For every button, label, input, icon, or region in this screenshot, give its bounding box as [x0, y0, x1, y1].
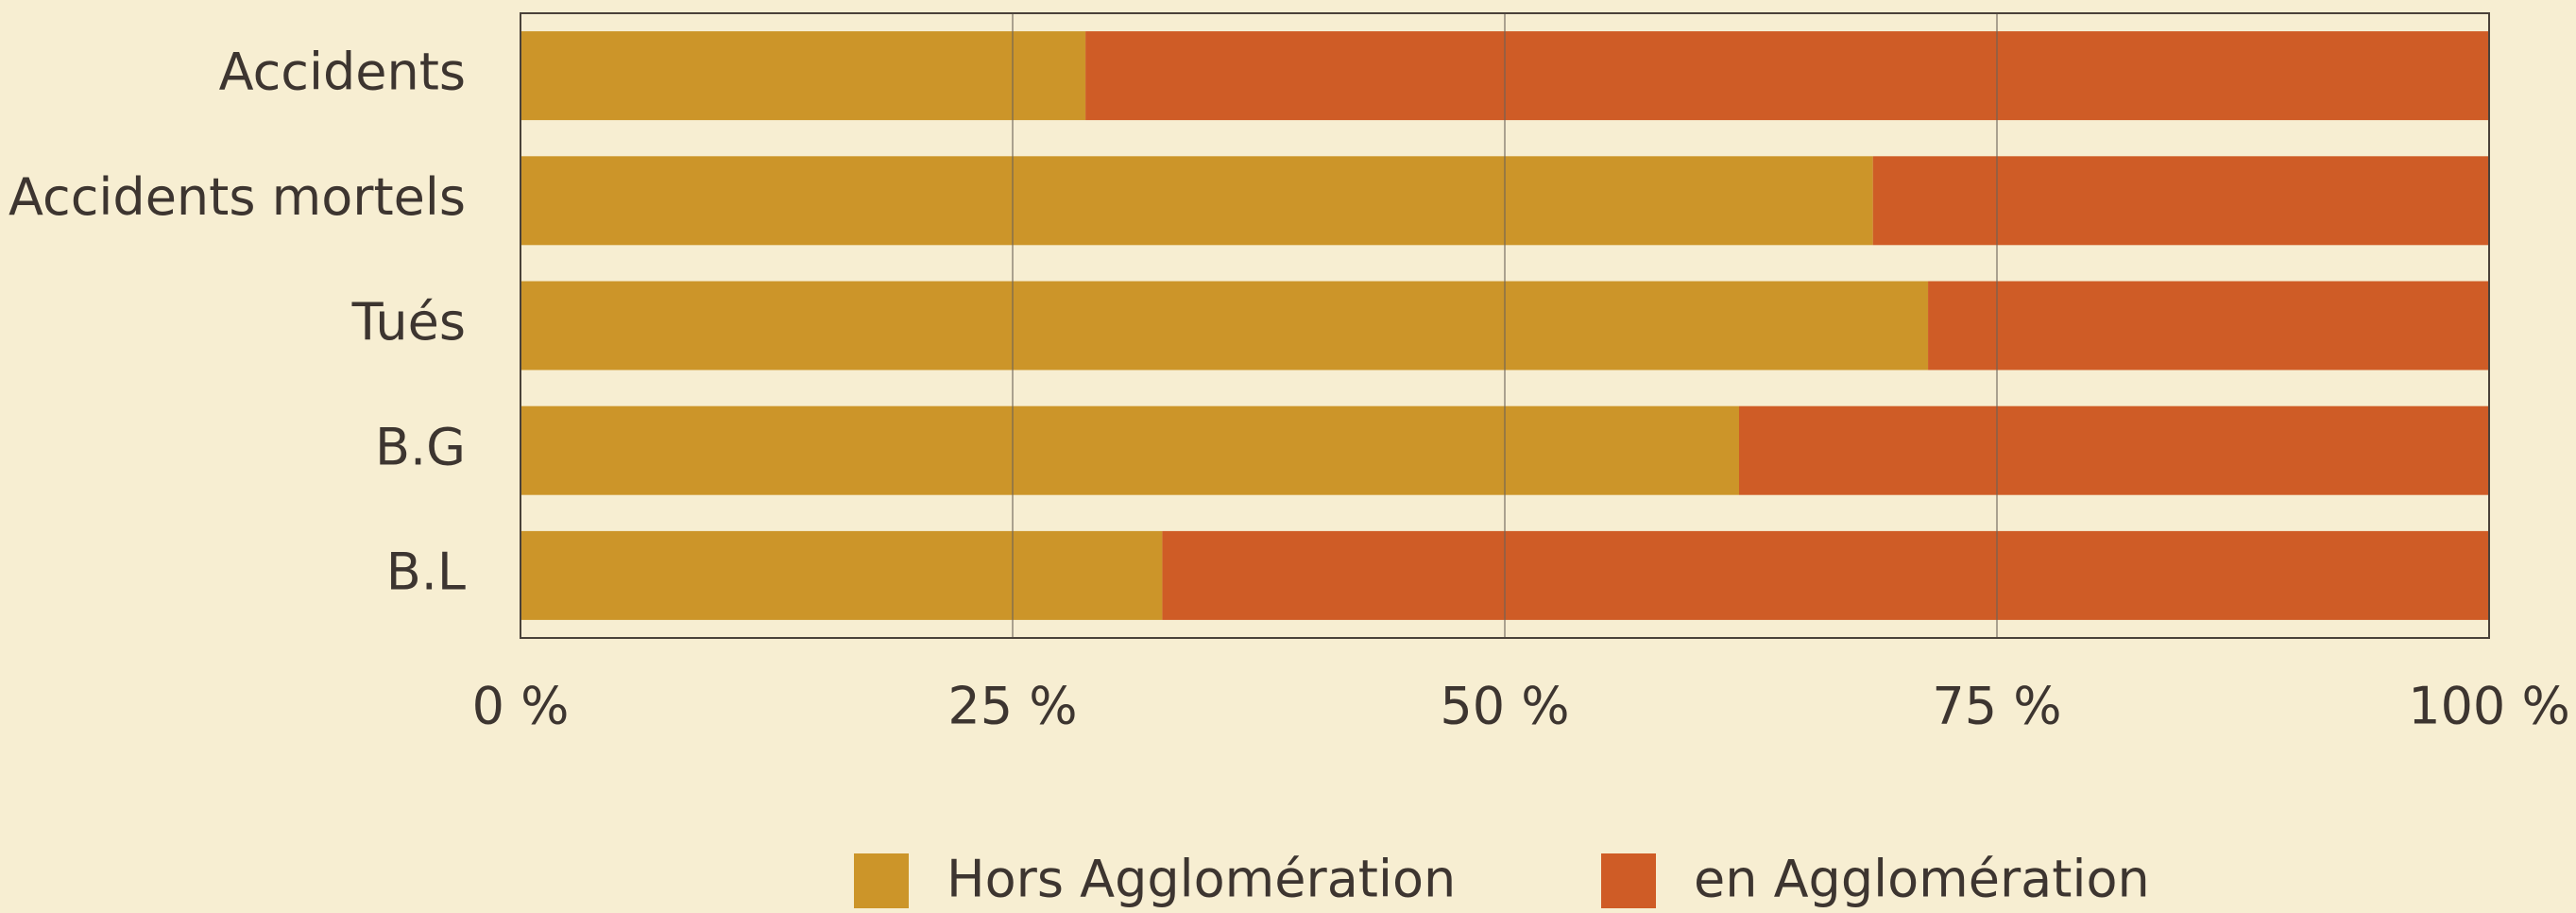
- bar-segment: [1085, 31, 2489, 121]
- legend-swatch: [854, 853, 909, 908]
- bar-segment: [520, 530, 1163, 620]
- x-tick-label: 100 %: [2408, 677, 2570, 736]
- x-tick-label: 50 %: [1440, 677, 1569, 736]
- legend-label: Hors Agglomération: [947, 850, 1456, 909]
- x-tick-label: 25 %: [947, 677, 1077, 736]
- bar-segment: [1928, 281, 2489, 370]
- y-tick-label: Accidents: [219, 43, 466, 102]
- y-tick-label: B.G: [375, 417, 466, 476]
- x-tick-label: 75 %: [1932, 677, 2061, 736]
- y-tick-label: Tués: [351, 292, 466, 352]
- y-tick-label: Accidents mortels: [9, 167, 466, 227]
- bar-segment: [1872, 156, 2489, 246]
- bar-segment: [1162, 530, 2489, 620]
- bar-segment: [1738, 405, 2489, 495]
- bar-segment: [520, 156, 1873, 246]
- plot-frame: [520, 12, 2490, 639]
- y-tick-label: B.L: [386, 543, 466, 602]
- legend-swatch: [1601, 853, 1656, 908]
- x-tick-label: 0 %: [472, 677, 570, 736]
- legend-label: en Agglomération: [1694, 850, 2150, 909]
- bar-segment: [520, 31, 1086, 121]
- bar-segment: [520, 281, 1929, 370]
- bar-segment: [520, 405, 1739, 495]
